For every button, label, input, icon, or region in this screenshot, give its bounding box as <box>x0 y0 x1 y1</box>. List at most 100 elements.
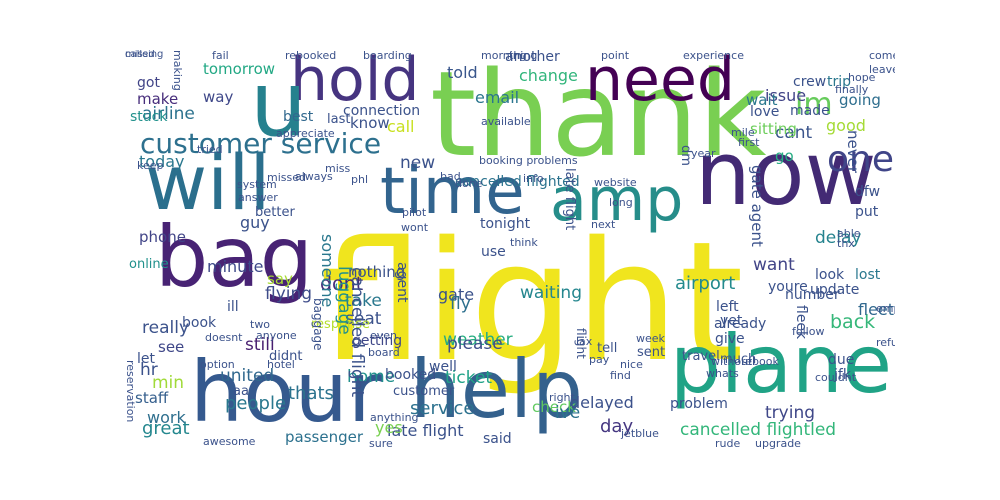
cloud-word: cant <box>775 123 813 143</box>
cloud-word: website <box>594 176 637 189</box>
cloud-word: good <box>826 116 866 135</box>
cloud-word: last <box>327 112 351 127</box>
cloud-word: min <box>152 373 185 393</box>
cloud-word: ill <box>227 299 239 315</box>
cloud-word: hour <box>190 343 383 441</box>
cloud-word: miss <box>325 162 351 175</box>
cloud-word: point <box>601 50 630 62</box>
cloud-word: help <box>410 343 583 436</box>
cloud-word: never <box>844 130 862 174</box>
cloud-word: travel <box>682 349 720 364</box>
cloud-word: awesome <box>203 435 256 448</box>
cloud-word: long <box>609 196 633 209</box>
cloud-word: thing <box>509 50 538 62</box>
cloud-word: make <box>137 90 179 108</box>
cloud-word: bag <box>155 208 314 306</box>
cloud-word: fly <box>450 294 471 314</box>
cloud-word: hr <box>140 360 158 380</box>
cloud-word: anything <box>370 411 419 424</box>
cloud-word: think <box>510 236 538 249</box>
cloud-word: tell <box>597 341 618 356</box>
cloud-word: pay <box>589 353 610 366</box>
cloud-word: making <box>171 50 184 91</box>
cloud-word: upgrade <box>755 437 801 450</box>
cloud-word: call <box>387 117 415 136</box>
cloud-word: option <box>200 358 235 371</box>
cloud-word: couldnt <box>815 371 857 384</box>
cloud-word: late flight <box>562 168 577 231</box>
cloud-word: take <box>345 291 382 311</box>
cloud-word: amp <box>550 165 684 235</box>
cloud-word: passenger <box>285 428 363 446</box>
cloud-word: two <box>250 318 271 331</box>
cloud-word: experience <box>683 50 744 62</box>
cloud-word: doesnt <box>205 331 243 344</box>
cloud-word: work <box>147 408 186 427</box>
cloud-word: issue <box>765 86 807 105</box>
cloud-word: right <box>549 391 575 404</box>
cloud-word: called <box>125 50 155 60</box>
cloud-word: follow <box>792 325 825 338</box>
cloud-word: leave <box>869 63 895 76</box>
cloud-word: much <box>720 352 757 367</box>
cloud-word: wait <box>746 91 778 109</box>
cloud-word: able <box>837 227 861 240</box>
cloud-word: staff <box>135 389 169 407</box>
cloud-word: online <box>129 257 169 272</box>
cloud-word: dfw <box>855 184 881 200</box>
cloud-word: didnt <box>269 349 303 364</box>
cloud-word: give <box>715 331 745 347</box>
cloud-word: youre <box>768 279 808 295</box>
cloud-word: done <box>455 177 483 190</box>
cloud-word: weather <box>443 330 513 350</box>
cloud-word: will <box>145 138 271 227</box>
cloud-word: someone <box>318 234 337 308</box>
cloud-word: tonight <box>480 216 531 232</box>
cloud-word: booking problems <box>479 154 578 167</box>
cloud-word: system <box>237 178 277 191</box>
cloud-word: go <box>775 147 794 165</box>
cloud-word: waiting <box>520 283 582 303</box>
cloud-word: stuck <box>130 109 168 125</box>
cloud-word: week <box>636 332 665 345</box>
cloud-word: sent <box>637 345 666 360</box>
cloud-word: yet <box>720 313 743 329</box>
cloud-word: board <box>368 346 400 359</box>
cloud-word: yes <box>375 418 403 437</box>
cloud-word: use <box>481 244 506 260</box>
cloud-word: email <box>475 88 520 107</box>
cloud-word: time <box>380 155 525 229</box>
cloud-word: phone <box>139 228 186 246</box>
cloud-word: fleet <box>858 300 895 319</box>
cloud-word: always <box>295 170 333 183</box>
cloud-word: change <box>519 66 578 85</box>
cloud-word: reservation <box>125 360 137 423</box>
cloud-word: wont <box>401 221 429 234</box>
cloud-word: tomorrow <box>203 60 276 78</box>
cloud-word: great <box>142 418 190 439</box>
cloud-word: book <box>182 315 217 331</box>
cloud-word: update <box>810 282 860 298</box>
cloud-word: one <box>827 139 894 180</box>
cloud-word: tried <box>197 143 223 156</box>
cloud-word: flight <box>574 328 588 359</box>
word-cloud: flight thank now will hour help plane amp bag tim… <box>125 50 895 450</box>
cloud-word: cancelled flight <box>347 267 367 398</box>
cloud-word: nice <box>620 358 643 371</box>
cloud-word: back <box>830 311 876 333</box>
cloud-word: well <box>429 359 457 375</box>
cloud-word: hope <box>848 71 876 84</box>
cloud-word: new <box>400 153 436 173</box>
cloud-word: answer <box>238 191 278 204</box>
cloud-word: bad <box>440 170 461 183</box>
cloud-word: response <box>311 317 371 332</box>
cloud-word: customer service <box>140 127 382 160</box>
cloud-word: lax <box>576 335 593 348</box>
cloud-word: dont <box>320 273 364 295</box>
cloud-word: told <box>447 63 478 82</box>
cloud-word: left <box>716 299 739 315</box>
cloud-word: way <box>203 88 234 106</box>
cloud-word: guy <box>240 213 270 232</box>
cloud-word: u <box>250 52 308 157</box>
cloud-word: going <box>839 91 881 109</box>
